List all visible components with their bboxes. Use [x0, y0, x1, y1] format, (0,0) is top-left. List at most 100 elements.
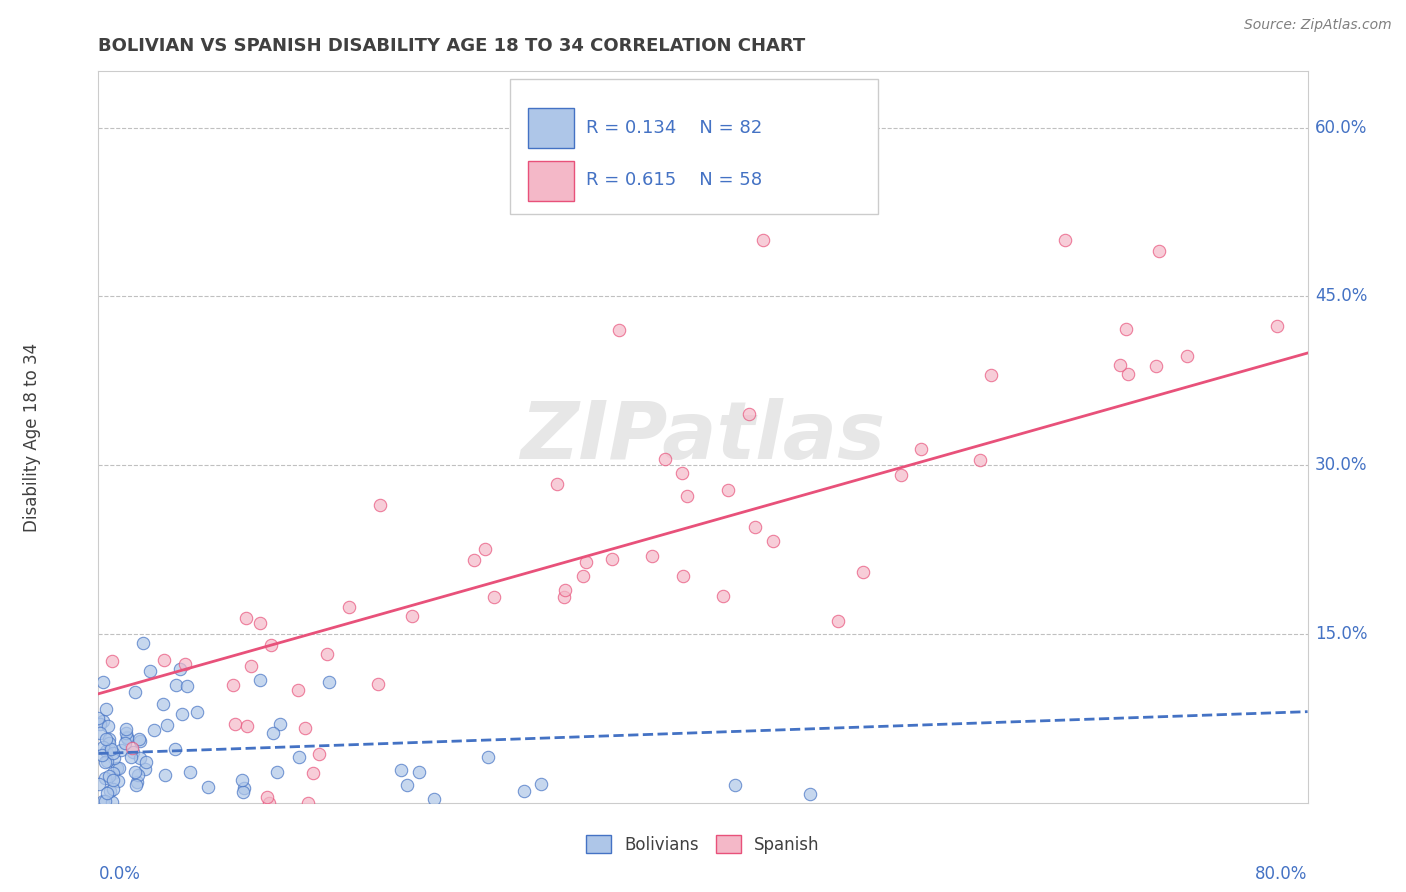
Point [115, 722, 138, 736]
Point [232, 780, 254, 795]
Point [1267, 318, 1289, 333]
Text: BOLIVIAN VS SPANISH DISABILITY AGE 18 TO 34 CORRELATION CHART: BOLIVIAN VS SPANISH DISABILITY AGE 18 TO… [98, 37, 806, 54]
Point [129, 734, 152, 748]
Point [101, 766, 124, 780]
Point [97, 736, 120, 750]
Point [288, 750, 311, 764]
Point [96, 786, 118, 800]
Point [297, 796, 319, 810]
Point [127, 768, 149, 782]
Point [97, 769, 120, 783]
Text: 80.0%: 80.0% [1256, 864, 1308, 883]
Point [294, 721, 316, 735]
Point [609, 323, 631, 337]
Point [97, 718, 120, 732]
Point [156, 717, 179, 731]
Point [120, 749, 142, 764]
Point [197, 780, 219, 794]
Point [105, 760, 128, 774]
Point [89, 726, 111, 740]
Point [422, 792, 444, 806]
Point [513, 784, 536, 798]
Point [93, 755, 115, 769]
Point [1175, 349, 1198, 363]
Point [134, 762, 156, 776]
Point [135, 755, 157, 769]
FancyBboxPatch shape [509, 78, 879, 214]
Point [257, 796, 280, 810]
Point [91, 740, 114, 755]
Point [124, 765, 146, 780]
Point [1053, 233, 1076, 247]
Point [103, 751, 125, 765]
Point [717, 483, 740, 497]
Point [980, 368, 1002, 383]
Point [96, 702, 118, 716]
Point [186, 706, 208, 720]
Point [389, 763, 412, 777]
Point [114, 736, 136, 750]
Point [368, 498, 391, 512]
Point [477, 750, 499, 764]
Point [249, 673, 271, 688]
Point [139, 664, 162, 678]
Legend: Bolivians, Spanish: Bolivians, Spanish [579, 829, 827, 860]
Point [124, 778, 146, 792]
Point [124, 685, 146, 699]
Point [1109, 358, 1132, 372]
Point [128, 731, 150, 746]
FancyBboxPatch shape [527, 161, 574, 201]
Point [101, 773, 124, 788]
Point [110, 743, 132, 757]
Point [132, 636, 155, 650]
Point [121, 740, 143, 755]
Point [117, 730, 139, 744]
Point [259, 638, 281, 652]
Point [1115, 322, 1137, 336]
Text: ZIPatlas: ZIPatlas [520, 398, 886, 476]
Point [744, 520, 766, 534]
Point [98, 732, 121, 747]
Point [249, 615, 271, 630]
Point [115, 731, 138, 745]
Point [554, 583, 576, 598]
Point [752, 233, 775, 247]
Point [827, 614, 849, 628]
Point [761, 533, 783, 548]
Point [155, 768, 177, 782]
Point [408, 764, 430, 779]
Point [852, 566, 875, 580]
Point [165, 678, 187, 692]
Point [287, 683, 309, 698]
Point [129, 751, 152, 765]
Text: 45.0%: 45.0% [1315, 287, 1368, 305]
Point [179, 765, 201, 780]
Point [115, 726, 138, 740]
Point [723, 778, 745, 792]
Point [890, 468, 912, 483]
Point [101, 654, 124, 668]
Point [315, 647, 337, 661]
Text: 60.0%: 60.0% [1315, 119, 1368, 136]
Point [89, 777, 111, 791]
Point [152, 698, 174, 712]
Point [1147, 244, 1170, 259]
Point [125, 774, 148, 789]
Point [269, 716, 291, 731]
Point [367, 676, 389, 690]
Point [152, 653, 174, 667]
Point [474, 541, 496, 556]
Point [482, 591, 505, 605]
Point [239, 659, 262, 673]
Point [107, 774, 129, 789]
Point [224, 717, 246, 731]
Point [174, 657, 197, 672]
Point [172, 706, 194, 721]
Point [232, 785, 254, 799]
Point [91, 714, 114, 728]
Point [91, 794, 114, 808]
Point [600, 552, 623, 566]
Point [91, 747, 114, 762]
Point [799, 787, 821, 801]
Text: R = 0.134    N = 82: R = 0.134 N = 82 [586, 119, 762, 136]
